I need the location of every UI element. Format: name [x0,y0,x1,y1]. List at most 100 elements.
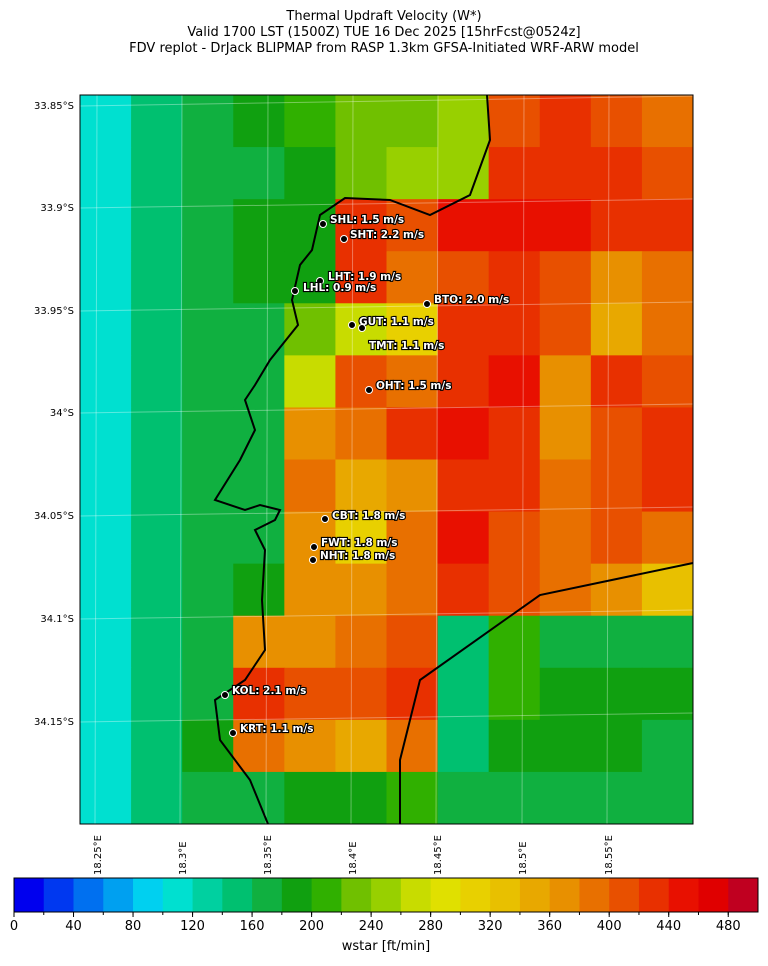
field-cell [488,771,541,825]
field-cell [539,147,592,200]
field-cell [386,615,439,669]
field-cell [539,251,592,304]
field-cell [182,407,234,460]
colorbar-bin [311,878,342,912]
field-cell [284,771,336,825]
field-cell [182,355,234,408]
lon-label: 18.45°E [433,835,444,875]
field-cell [437,667,490,721]
field-cell [131,459,183,513]
station-dot [221,691,229,699]
colorbar-bin [371,878,402,912]
field-cell [80,199,132,252]
station-dot [358,324,366,332]
field-cell [80,615,132,669]
station-label: CBT: 1.8 m/s [332,510,405,522]
field-cell [386,147,439,200]
field-cell [488,95,541,148]
field-cell [590,251,643,304]
colorbar-bin [668,878,699,912]
field-cell [131,667,183,721]
colorbar-bin [400,878,432,912]
field-cell [437,355,490,408]
lon-label: 18.35°E [263,835,274,875]
field-cell [488,511,541,565]
field-cell [539,95,592,148]
field-cell [437,511,490,565]
field-cell [233,355,285,408]
colorbar-tick-label: 280 [418,919,443,934]
lat-label: 33.85°S [34,101,74,112]
field-cell [488,355,541,408]
field-cell [590,719,643,773]
field-cell [590,563,643,617]
colorbar-label: wstar [ft/min] [342,939,430,954]
lat-label: 34.15°S [34,717,74,728]
field-cell [437,771,490,825]
field-cell [131,563,183,617]
colorbar-bin [609,878,640,912]
colorbar-bin [73,878,104,912]
colorbar-bin [43,878,74,912]
graticule [79,94,694,825]
field-cell [641,95,694,148]
field-cell [80,95,132,148]
field-cell [80,355,132,408]
field-cell [80,303,132,356]
field-cell [284,355,336,408]
field-cell [641,147,694,200]
field-cell [641,511,694,565]
field-cell [80,563,132,617]
field-cell [386,355,439,408]
coastline [213,94,492,825]
colorbar-tick-label: 0 [10,919,18,934]
station-label: GUT: 1.1 m/s [359,316,434,328]
colorbar-tick-label: 480 [716,919,741,934]
colorbar-tick-label: 40 [65,919,82,934]
field-cell [488,459,541,513]
field-cell [437,563,490,617]
station-label: NHT: 1.8 m/s [320,550,395,562]
station-label: LHL: 0.9 m/s [303,282,376,294]
field-cell [488,147,541,200]
field-cell [131,771,183,825]
field-cell [182,199,234,252]
field-cell [80,147,132,200]
field-cell [233,563,285,617]
field-cell [182,771,234,825]
station-dot [365,386,373,394]
field-cell [590,355,643,408]
colorbar-bin [281,878,312,912]
field-cell [131,615,183,669]
field-cell [386,563,439,617]
field-cell [488,407,541,460]
field-cell [182,511,234,565]
field-cell [335,667,387,721]
station-dot [321,515,329,523]
field-cell [131,407,183,460]
field-cell [590,771,643,825]
field-cell [182,95,234,148]
field-cell [335,355,387,408]
field-cell [488,667,541,721]
field-cell [335,251,387,304]
colorbar-bin [638,878,670,912]
field-cell [539,407,592,460]
field-cell [131,199,183,252]
colorbar-bin [252,878,283,912]
station-dot [319,220,327,228]
station-label: TMT: 1.1 m/s [369,340,444,352]
field-cell [284,719,336,773]
field-cell [182,303,234,356]
field-cell [641,407,694,460]
map-frame [79,94,694,825]
station-dot [423,300,431,308]
colorbar-tick-label: 320 [478,919,503,934]
field-cell [335,511,387,565]
field-cell [488,303,541,356]
field-cell [590,407,643,460]
colorbar-bin [519,878,551,912]
field-cell [335,147,387,200]
colorbar-bin [698,878,729,912]
